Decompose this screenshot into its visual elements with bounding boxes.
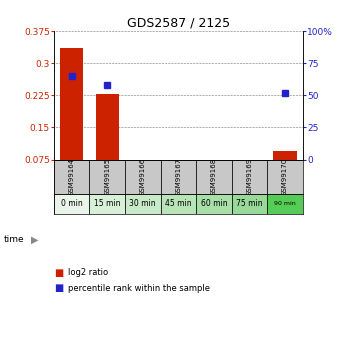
Bar <box>160 194 196 214</box>
Text: GSM99165: GSM99165 <box>104 158 110 196</box>
Text: GSM99169: GSM99169 <box>246 158 252 196</box>
Text: 90 min: 90 min <box>274 201 296 206</box>
Text: 60 min: 60 min <box>200 199 227 208</box>
Text: 75 min: 75 min <box>236 199 263 208</box>
Text: percentile rank within the sample: percentile rank within the sample <box>68 284 210 293</box>
Text: ■: ■ <box>54 268 63 277</box>
Bar <box>96 94 119 160</box>
Bar <box>54 194 89 214</box>
Bar <box>125 194 160 214</box>
Text: 45 min: 45 min <box>165 199 192 208</box>
Bar <box>54 160 89 194</box>
Bar <box>267 194 303 214</box>
Text: 0 min: 0 min <box>61 199 82 208</box>
Text: 15 min: 15 min <box>94 199 120 208</box>
Text: GSM99166: GSM99166 <box>140 158 146 196</box>
Text: time: time <box>3 235 24 244</box>
Bar <box>196 194 232 214</box>
Bar <box>196 160 232 194</box>
Bar <box>125 160 160 194</box>
Title: GDS2587 / 2125: GDS2587 / 2125 <box>127 17 230 30</box>
Text: GSM99167: GSM99167 <box>175 158 181 196</box>
Bar <box>232 194 267 214</box>
Bar <box>160 160 196 194</box>
Bar <box>89 160 125 194</box>
Text: ▶: ▶ <box>31 235 39 245</box>
Text: GSM99164: GSM99164 <box>69 158 75 196</box>
Text: GSM99168: GSM99168 <box>211 158 217 196</box>
Text: GSM99170: GSM99170 <box>282 158 288 196</box>
Text: 30 min: 30 min <box>129 199 156 208</box>
Text: ■: ■ <box>54 283 63 293</box>
Bar <box>60 48 83 160</box>
Bar <box>89 194 125 214</box>
Bar <box>267 160 303 194</box>
Text: log2 ratio: log2 ratio <box>68 268 108 277</box>
Bar <box>232 160 267 194</box>
Bar <box>274 151 296 160</box>
